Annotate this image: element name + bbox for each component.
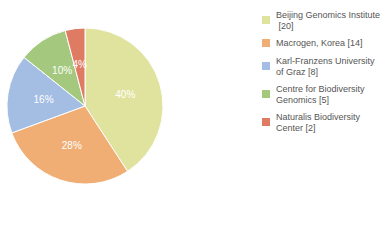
svg-text:4%: 4%	[72, 59, 87, 70]
svg-text:10%: 10%	[52, 65, 72, 76]
svg-text:28%: 28%	[62, 140, 82, 151]
svg-text:of Graz [8]: of Graz [8]	[276, 67, 318, 77]
svg-text:Genomics [5]: Genomics [5]	[276, 95, 329, 105]
svg-text:Macrogen, Korea [14]: Macrogen, Korea [14]	[276, 38, 363, 48]
svg-text:Beijing Genomics Institute: Beijing Genomics Institute	[276, 10, 380, 20]
svg-text:Center [2]: Center [2]	[276, 123, 316, 133]
svg-text:[20]: [20]	[276, 21, 294, 31]
svg-text:40%: 40%	[115, 89, 135, 100]
svg-text:Karl-Franzens University: Karl-Franzens University	[276, 56, 377, 66]
svg-text:16%: 16%	[34, 94, 54, 105]
svg-text:Centre for Biodiversity: Centre for Biodiversity	[276, 84, 367, 94]
svg-text:Naturalis Biodiversity: Naturalis Biodiversity	[276, 112, 363, 122]
